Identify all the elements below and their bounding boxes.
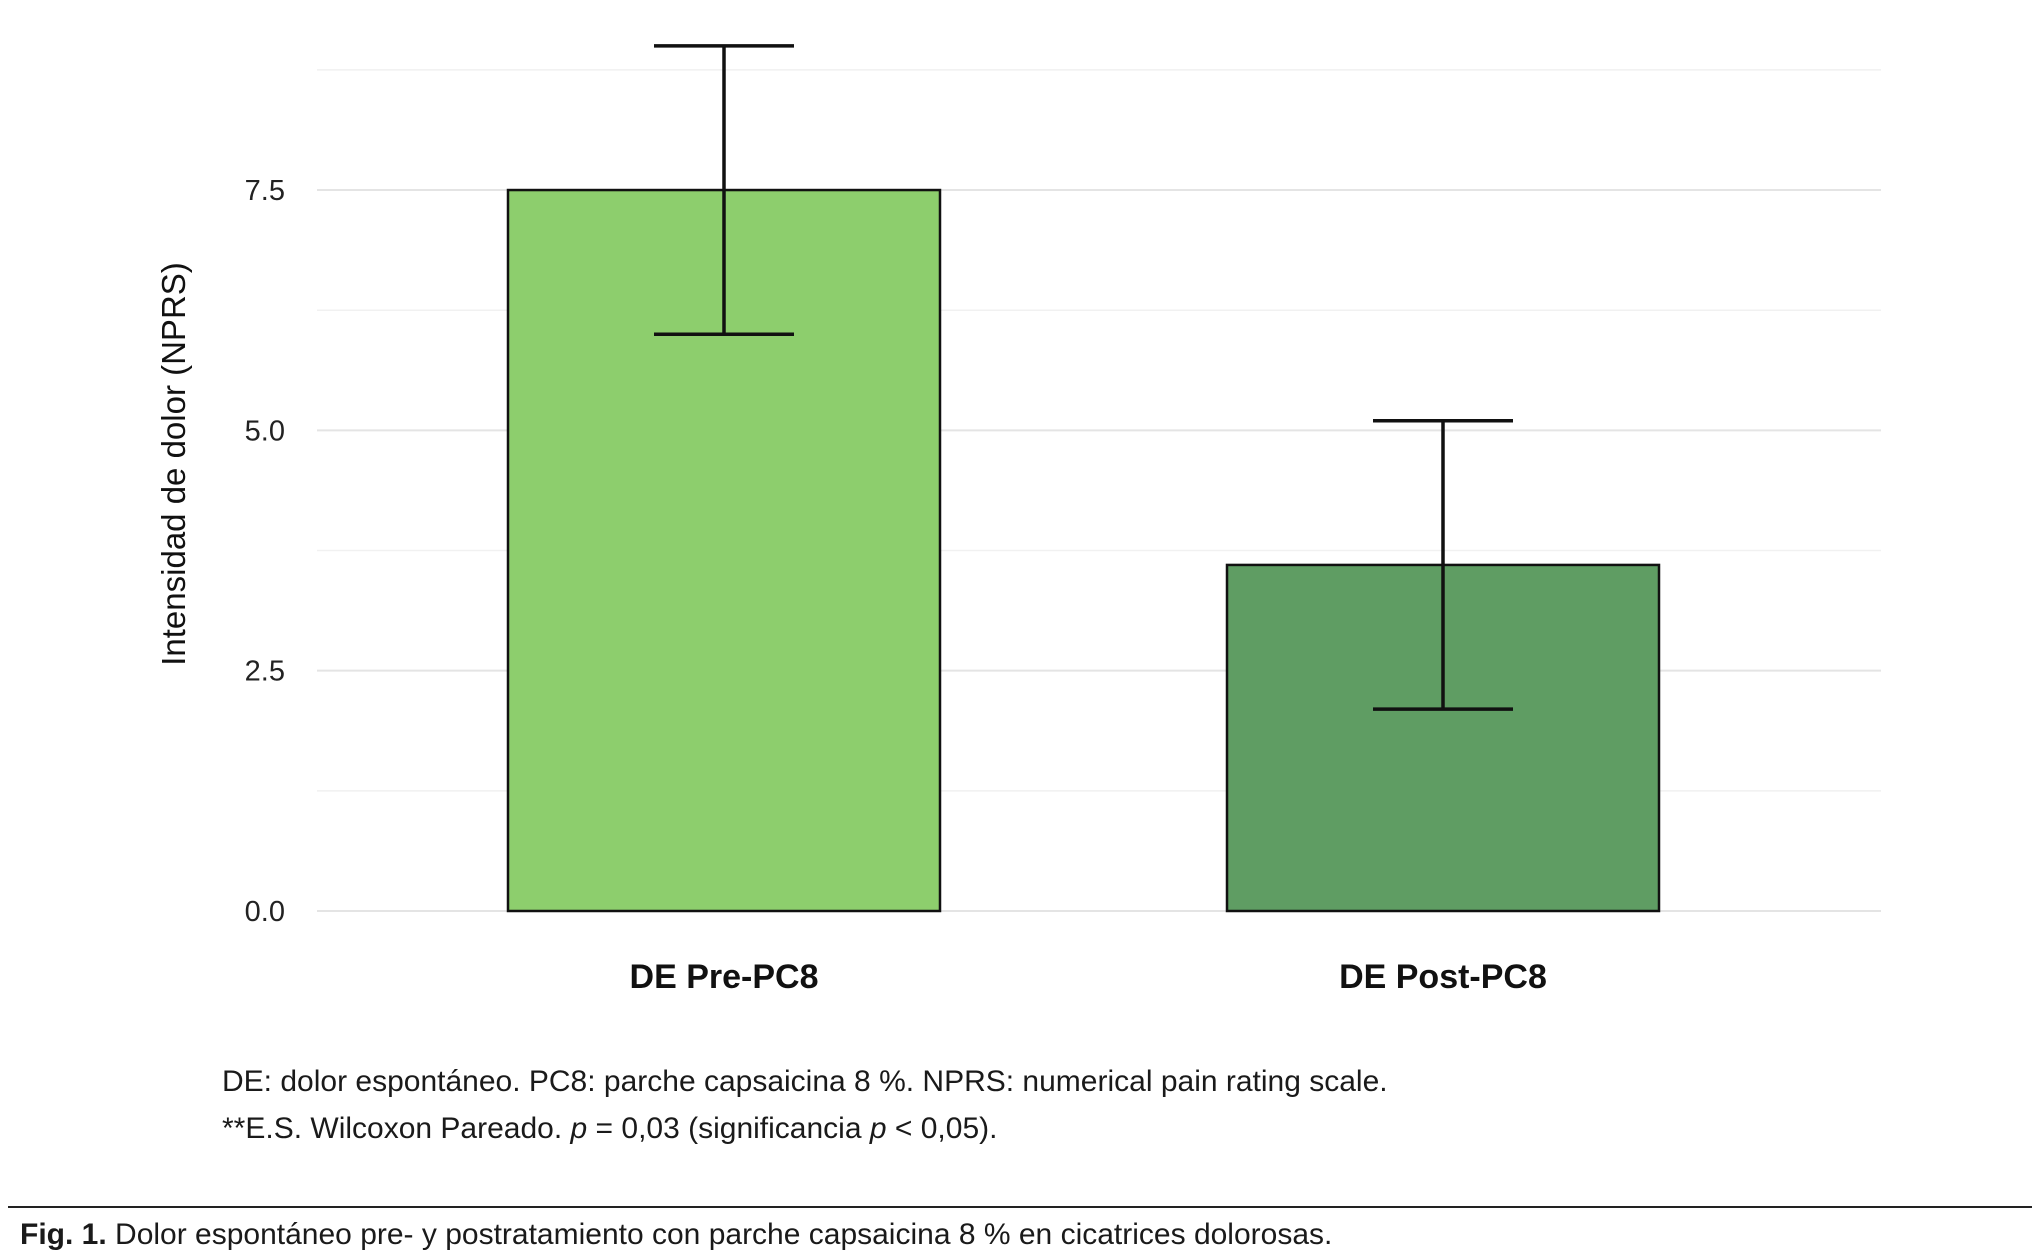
figure-caption: Fig. 1. Dolor espontáneo pre- y postrata…: [20, 1218, 1332, 1252]
figure-caption-label: Fig. 1.: [20, 1218, 107, 1251]
bar-chart: 0.0 2.5 5.0 7.5 DE Pre-PC8 DE Post-PC8 Inten…: [155, 44, 1881, 996]
figure-caption-text: Dolor espontáneo pre- y postratamiento c…: [106, 1218, 1333, 1251]
y-tick-labels-layer: 0.0 2.5 5.0 7.5: [245, 175, 285, 928]
error-bars-layer: [654, 44, 1513, 711]
note-segment: = 0,03 (significancia: [587, 1112, 870, 1145]
y-tick-label: 0.0: [245, 896, 285, 928]
y-tick-label: 7.5: [245, 175, 285, 207]
caption-divider: [8, 1206, 2032, 1208]
p-variable: p: [869, 1112, 887, 1145]
y-tick-label: 2.5: [245, 656, 285, 688]
category-label: DE Post-PC8: [1339, 958, 1547, 996]
note-segment: **E.S. Wilcoxon Pareado.: [222, 1112, 571, 1145]
error-bar: [1373, 418, 1513, 711]
note-significance: **E.S. Wilcoxon Pareado. p = 0,03 (signi…: [222, 1105, 1388, 1152]
p-variable: p: [570, 1112, 588, 1145]
category-labels-layer: DE Pre-PC8 DE Post-PC8: [630, 958, 1547, 996]
note-abbreviations: DE: dolor espontáneo. PC8: parche capsai…: [222, 1065, 1388, 1098]
error-bar: [654, 44, 794, 336]
footnotes: DE: dolor espontáneo. PC8: parche capsai…: [222, 1058, 1388, 1152]
y-axis-title: Intensidad de dolor (NPRS): [155, 262, 192, 666]
note-segment: < 0,05).: [886, 1112, 998, 1145]
category-label: DE Pre-PC8: [630, 958, 819, 996]
y-tick-label: 5.0: [245, 415, 285, 447]
